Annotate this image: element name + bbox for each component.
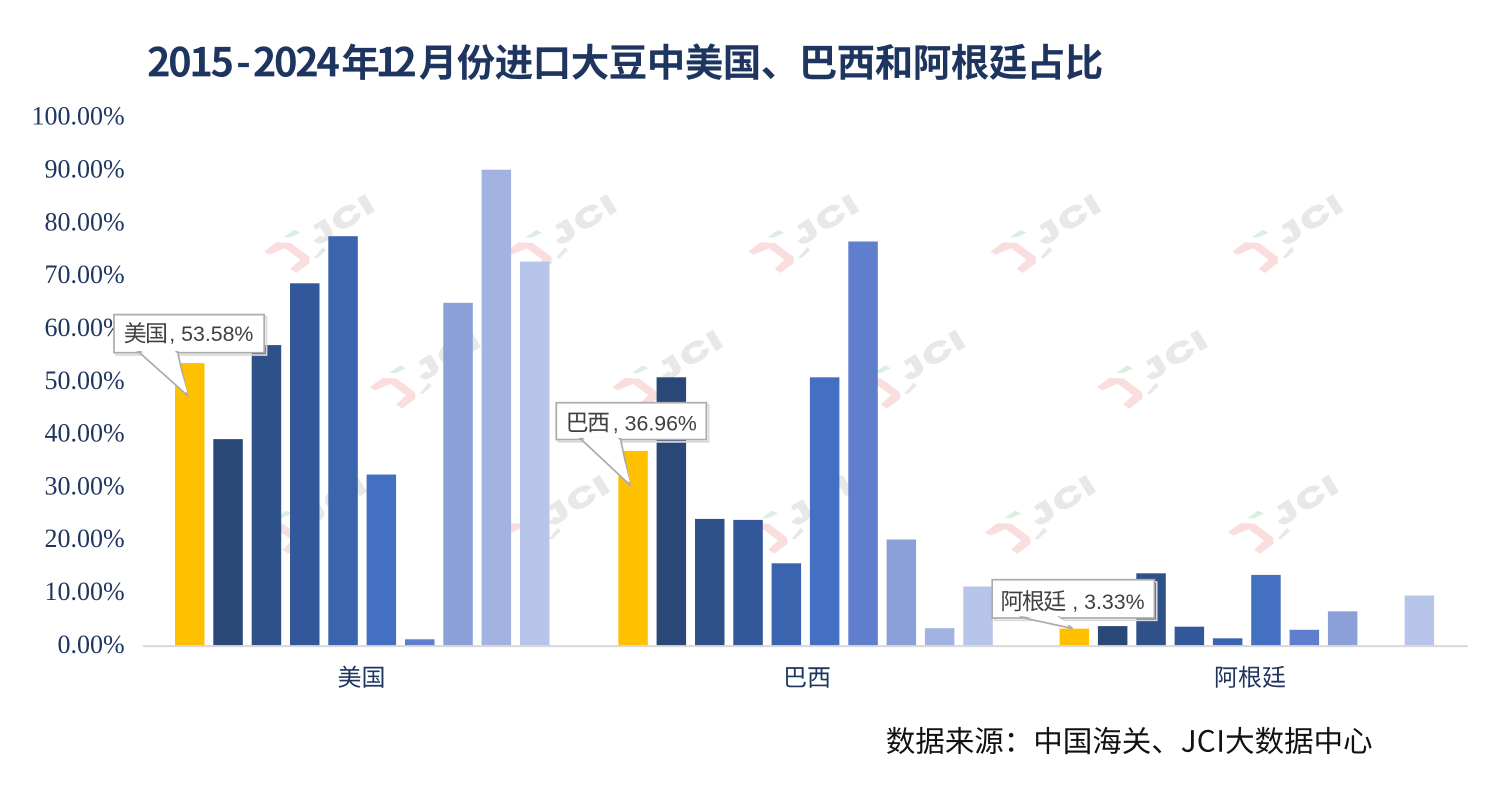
svg-text:, 3.33%: , 3.33% [1072,590,1144,614]
svg-text:40.00%: 40.00% [45,419,125,448]
svg-text:10.00%: 10.00% [45,577,125,606]
svg-text:, 53.58%: , 53.58% [169,322,253,346]
svg-text:100.00%: 100.00% [32,102,125,131]
svg-text:30.00%: 30.00% [45,471,125,500]
svg-text:60.00%: 60.00% [45,313,125,342]
svg-text:, 36.96%: , 36.96% [613,411,697,435]
svg-text:0.00%: 0.00% [58,630,125,659]
svg-text:80.00%: 80.00% [45,207,125,236]
svg-text:70.00%: 70.00% [45,260,125,289]
svg-text:20.00%: 20.00% [45,524,125,553]
svg-text:90.00%: 90.00% [45,154,125,183]
svg-text:50.00%: 50.00% [45,366,125,395]
